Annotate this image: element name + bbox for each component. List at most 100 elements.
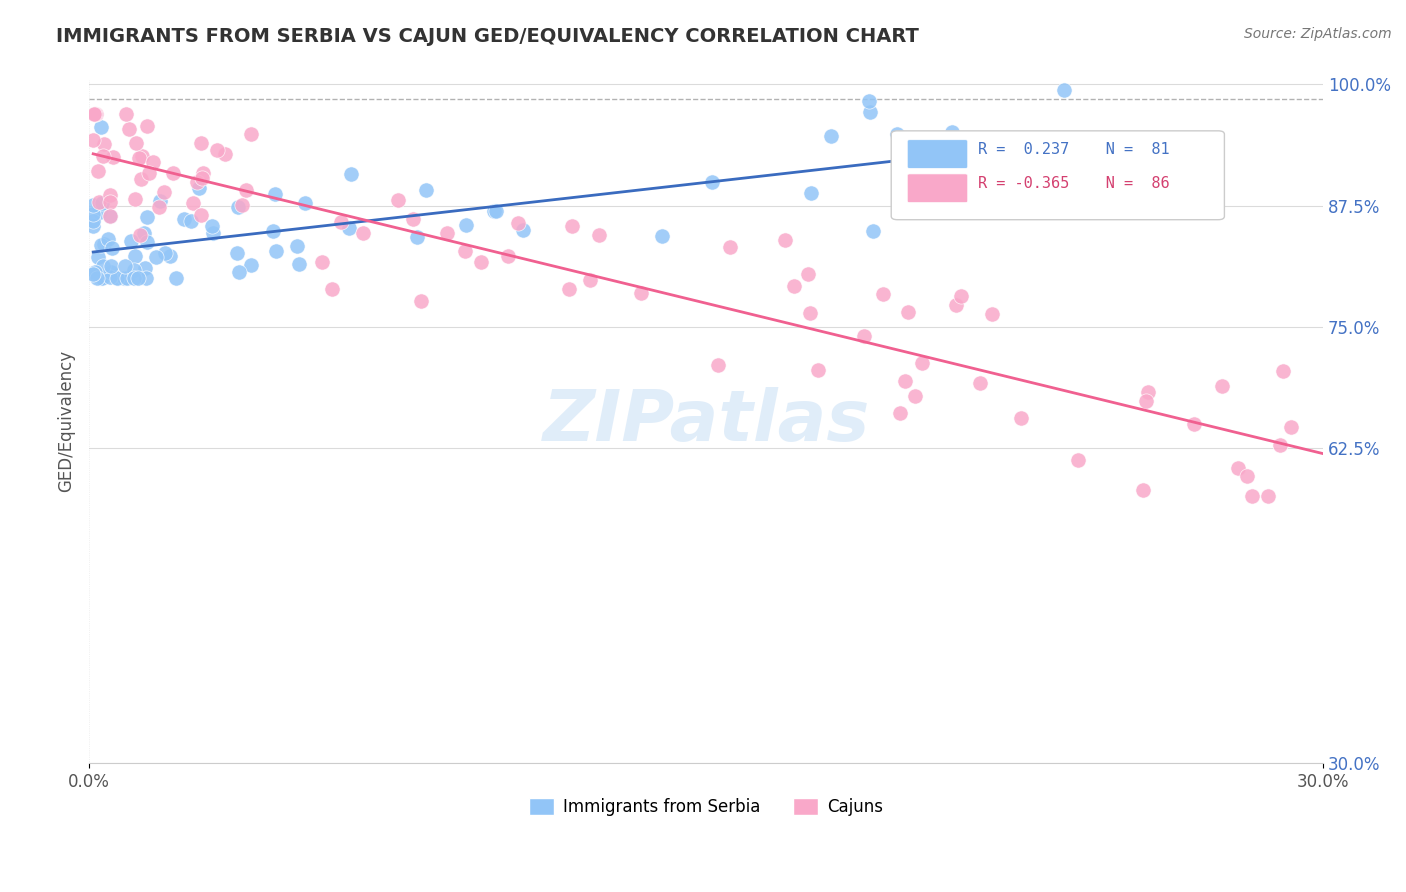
Immigrants from Serbia: [100, 265, 122, 279]
Immigrants from Serbia: [82, 206, 104, 220]
Cajuns: [706, 358, 728, 372]
Cajuns: [124, 192, 146, 206]
Immigrants from Serbia: [285, 239, 308, 253]
Immigrants from Serbia: [340, 167, 363, 181]
Immigrants from Serbia: [262, 223, 284, 237]
Immigrants from Serbia: [1011, 184, 1033, 198]
Immigrants from Serbia: [485, 203, 508, 218]
Immigrants from Serbia: [970, 186, 993, 200]
Immigrants from Serbia: [89, 205, 111, 219]
Cajuns: [508, 216, 530, 230]
Immigrants from Serbia: [264, 244, 287, 258]
Cajuns: [1132, 483, 1154, 498]
Cajuns: [190, 208, 212, 222]
Cajuns: [125, 136, 148, 151]
Cajuns: [162, 166, 184, 180]
Immigrants from Serbia: [862, 225, 884, 239]
Immigrants from Serbia: [124, 271, 146, 285]
Immigrants from Serbia: [941, 125, 963, 139]
Immigrants from Serbia: [406, 229, 429, 244]
Immigrants from Serbia: [228, 265, 250, 279]
Immigrants from Serbia: [910, 141, 932, 155]
Cajuns: [103, 150, 125, 164]
Immigrants from Serbia: [482, 204, 505, 219]
Immigrants from Serbia: [820, 128, 842, 143]
Cajuns: [945, 298, 967, 312]
Cajuns: [148, 200, 170, 214]
Immigrants from Serbia: [100, 259, 122, 273]
Immigrants from Serbia: [90, 196, 112, 211]
Immigrants from Serbia: [145, 251, 167, 265]
Cajuns: [83, 106, 105, 120]
Cajuns: [330, 215, 353, 229]
Cajuns: [630, 286, 652, 301]
Immigrants from Serbia: [134, 261, 156, 276]
Immigrants from Serbia: [512, 223, 534, 237]
Text: ZIPatlas: ZIPatlas: [543, 387, 870, 456]
Cajuns: [1241, 490, 1264, 504]
Cajuns: [904, 389, 927, 403]
Immigrants from Serbia: [454, 218, 477, 232]
Text: R = -0.365    N =  86: R = -0.365 N = 86: [977, 176, 1170, 191]
Cajuns: [87, 163, 110, 178]
Immigrants from Serbia: [240, 259, 263, 273]
Cajuns: [561, 219, 583, 234]
Immigrants from Serbia: [134, 226, 156, 240]
FancyBboxPatch shape: [907, 140, 967, 169]
Immigrants from Serbia: [90, 271, 112, 285]
Immigrants from Serbia: [651, 229, 673, 244]
Immigrants from Serbia: [202, 226, 225, 240]
Cajuns: [205, 143, 228, 157]
Cajuns: [911, 356, 934, 370]
Cajuns: [588, 228, 610, 243]
Cajuns: [311, 255, 333, 269]
Cajuns: [142, 155, 165, 169]
Immigrants from Serbia: [96, 232, 118, 246]
Immigrants from Serbia: [1038, 139, 1060, 153]
Immigrants from Serbia: [82, 198, 104, 212]
Cajuns: [1135, 394, 1157, 409]
Cajuns: [321, 282, 343, 296]
Immigrants from Serbia: [201, 219, 224, 233]
Immigrants from Serbia: [86, 271, 108, 285]
Cajuns: [191, 166, 214, 180]
Cajuns: [115, 106, 138, 120]
Immigrants from Serbia: [107, 271, 129, 285]
Cajuns: [86, 106, 108, 120]
Cajuns: [138, 166, 160, 180]
Immigrants from Serbia: [105, 271, 128, 285]
Immigrants from Serbia: [127, 271, 149, 285]
Cajuns: [82, 132, 104, 146]
Cajuns: [872, 287, 894, 301]
Immigrants from Serbia: [82, 267, 104, 281]
Cajuns: [558, 282, 581, 296]
Immigrants from Serbia: [263, 187, 285, 202]
Immigrants from Serbia: [858, 94, 880, 108]
Text: Source: ZipAtlas.com: Source: ZipAtlas.com: [1244, 27, 1392, 41]
Cajuns: [498, 249, 520, 263]
Cajuns: [1211, 379, 1233, 393]
Cajuns: [1236, 469, 1258, 483]
Cajuns: [93, 137, 115, 152]
Cajuns: [783, 278, 806, 293]
Immigrants from Serbia: [100, 270, 122, 285]
Cajuns: [181, 195, 204, 210]
Immigrants from Serbia: [288, 257, 311, 271]
Immigrants from Serbia: [122, 263, 145, 277]
Cajuns: [91, 148, 114, 162]
Immigrants from Serbia: [124, 249, 146, 263]
Cajuns: [152, 186, 174, 200]
Immigrants from Serbia: [101, 241, 124, 255]
Immigrants from Serbia: [114, 259, 136, 273]
Immigrants from Serbia: [153, 246, 176, 260]
Cajuns: [852, 329, 875, 343]
Immigrants from Serbia: [173, 211, 195, 226]
Immigrants from Serbia: [90, 238, 112, 252]
Immigrants from Serbia: [89, 271, 111, 285]
Cajuns: [578, 273, 600, 287]
Immigrants from Serbia: [702, 174, 724, 188]
Immigrants from Serbia: [87, 250, 110, 264]
Immigrants from Serbia: [415, 182, 437, 196]
Immigrants from Serbia: [91, 259, 114, 273]
Cajuns: [1010, 411, 1032, 425]
